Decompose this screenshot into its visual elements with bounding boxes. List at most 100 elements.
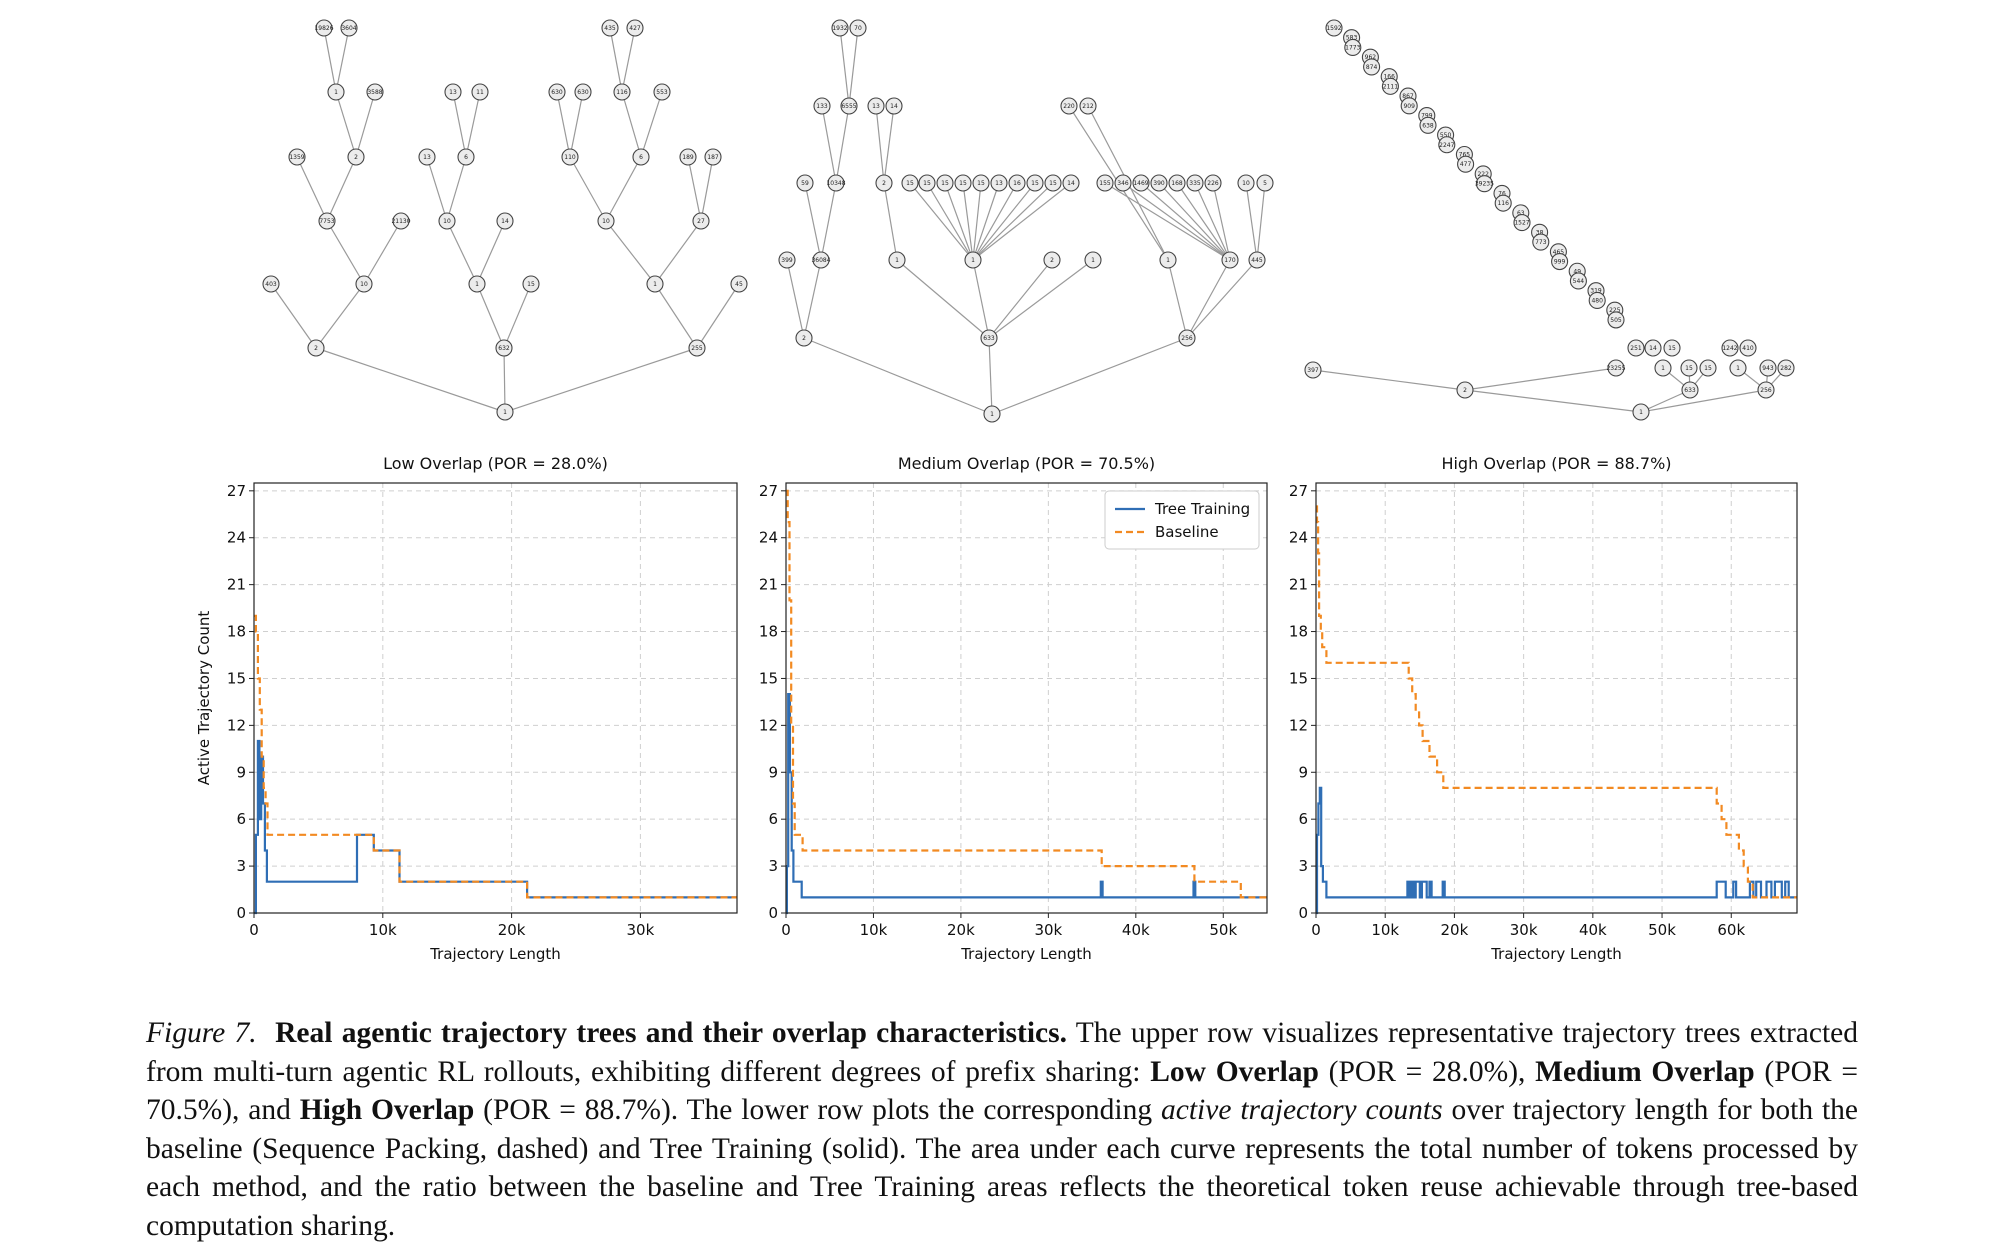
tree-node-label: 116 [616,89,628,96]
tree-node-label: 3604 [341,25,356,32]
baseline-line [1315,505,1797,899]
tree-edge [335,91,357,158]
tree-edge [1167,259,1188,339]
tree-node: 11 [471,83,489,101]
tree-node-label: 632 [498,345,510,352]
tree-edge [804,182,822,261]
tree-node-circle [288,148,306,166]
tree-node-label: 465 [1553,249,1565,256]
tree-node: 15 [954,174,972,192]
tree-node-label: 1 [653,281,657,288]
tree-edge [556,91,571,158]
tree-node-circle [1204,174,1222,192]
tree-node-label: 225 [1609,307,1621,314]
tree-node: 1592 [1325,19,1343,37]
tree-edge [315,347,506,413]
tree-node-label: 36084 [811,257,830,264]
tree-node-circle [980,329,998,347]
tree-node: 16 [1008,174,1026,192]
tree-node-circle [444,83,462,101]
tree-node-circle [315,19,333,37]
tree-node: 19826 [314,19,334,37]
tree-node-label: 909 [1403,103,1415,110]
tree-node-label: 583 [1346,35,1358,42]
tree-edge [1122,182,1231,261]
tree-node-circle [1759,359,1777,377]
tree-node: 14 [496,212,514,230]
tree-node: 10 [597,212,615,230]
chart-title: Low Overlap (POR = 28.0%) [383,454,608,473]
tree-node-label: 15 [1685,365,1693,372]
tree-node-circle [1026,174,1044,192]
tree-node-label: 15 [527,281,535,288]
tree-node: 189 [679,148,697,166]
tree-node: 1 [1654,359,1672,377]
tree-node-circle [1114,174,1132,192]
tree-node-label: 390 [1153,180,1165,187]
tree-node-label: 11 [476,89,484,96]
tree-node-label: 633 [1684,387,1696,394]
tree-node-circle [355,275,373,293]
tree-node: 15 [1663,339,1681,357]
tree-node: 116 [613,83,631,101]
tree-edge [1194,182,1231,261]
y-tick-label: 24 [1289,529,1308,547]
tree-node-circle [831,19,849,37]
tree-node-label: 2111 [1383,83,1398,90]
tree-node: 220 [1060,97,1078,115]
tree-node: 10 [438,212,456,230]
tree-node: 15 [901,174,919,192]
tree-node: 27 [692,212,710,230]
tree-edge [696,283,740,349]
tree-node-label: 15 [1049,180,1057,187]
tree-node-circle [849,19,867,37]
tree-node-label: 7753 [319,218,334,225]
tree-node: 1527 [1513,214,1531,232]
tree-node-label: 1 [1639,409,1643,416]
tree-edge [270,283,317,349]
tree-edge [1158,182,1231,261]
tree-node-circle [438,212,456,230]
tree-node-label: 1 [971,257,975,264]
tree-node-label: 14 [1067,180,1075,187]
tree-node: 21130 [391,212,411,230]
tree-node: 1932 [831,19,849,37]
tree-edge [363,220,402,285]
tree-node-circle [1757,381,1775,399]
tree-node-circle [1729,359,1747,377]
tree-node-label: 335 [1189,180,1201,187]
tree-node: 6 [457,148,475,166]
tree-node-label: 21130 [391,218,410,225]
tree-node-circle [1627,339,1645,357]
tree-node-label: 10 [1242,180,1250,187]
tree-edge [1640,389,1767,413]
tree-node-label: 6 [639,154,643,161]
tree-node: 256 [1178,329,1196,347]
tree-node: 403 [262,275,280,293]
tree-training-line [1315,786,1797,915]
tree-node: 1469 [1132,174,1150,192]
tree-edge [972,182,1054,261]
tree-node-label: 116 [1497,200,1509,207]
tree-edge [944,182,974,261]
y-tick-label: 6 [236,810,246,828]
tree-edge [1464,367,1617,391]
tree-edge [609,27,623,93]
tree-edge [426,156,448,222]
tree-node: 1 [964,251,982,269]
tree-edge [962,182,974,261]
tree-node-circle [307,339,325,357]
tree-edge [1256,182,1266,261]
tree-node: 335 [1186,174,1204,192]
tree-node-circle [522,275,540,293]
tree-node-label: 110 [564,154,576,161]
tree-node-circle [1325,19,1343,37]
x-tick-label: 0 [249,921,259,939]
tree-node-label: 2 [1463,387,1467,394]
tree-edge [883,182,898,261]
x-axis-label: Trajectory Length [960,945,1092,963]
x-tick-label: 20k [947,921,975,939]
tree-node-circle [983,405,1001,423]
tree-node-circle [1663,339,1681,357]
tree-node-label: 1242 [1722,345,1737,352]
